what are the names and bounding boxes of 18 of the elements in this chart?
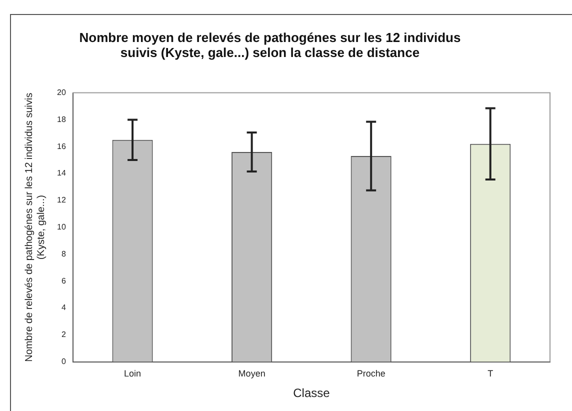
y-tick-label: 16 — [56, 142, 66, 151]
x-tick-label: Proche — [356, 368, 386, 379]
y-tick-label: 18 — [56, 114, 66, 124]
x-axis-title: Classe — [293, 386, 330, 400]
x-tick-label: Moyen — [238, 368, 266, 379]
y-tick-label: 14 — [56, 168, 66, 178]
y-tick-label: 6 — [61, 276, 66, 286]
y-tick-label: 8 — [61, 249, 66, 258]
chart-title: Nombre moyen de relevés de pathogénes sur les 12 individus suivis (Kyste, gale...) selon la classe de distance — [78, 30, 462, 60]
y-tick-label: 10 — [56, 222, 66, 232]
y-axis-title: Nombre de relevés de pathogénes sur les 12 individus suivis (Kyste, gale...) — [24, 92, 47, 362]
x-tick-label: Loin — [124, 368, 142, 379]
x-tick-label: T — [488, 368, 494, 379]
y-tick-label: 20 — [56, 88, 66, 98]
y-tick-label: 4 — [61, 303, 66, 312]
y-tick-label: 0 — [61, 357, 66, 366]
y-tick-label: 2 — [61, 330, 66, 340]
y-tick-label: 12 — [56, 196, 66, 205]
